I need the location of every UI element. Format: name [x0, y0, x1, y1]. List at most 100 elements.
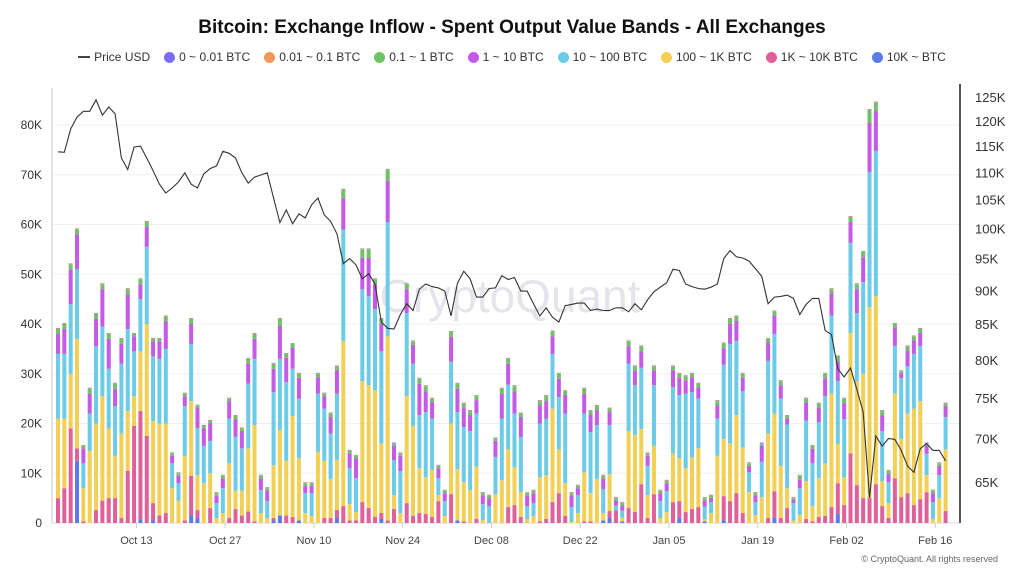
bar-stack: [658, 489, 663, 523]
bar-segment-100-1k-btc: [385, 336, 390, 521]
bar-segment-0-1-1-btc: [835, 356, 840, 362]
x-tick-label: Nov 10: [297, 535, 332, 547]
bar-segment-1k-10k-btc: [233, 509, 238, 523]
legend-item[interactable]: 100 ~ 1K BTC: [661, 50, 752, 64]
bar-segment-1-10-btc: [233, 419, 238, 437]
bar-segment-1k-10k-btc: [239, 515, 244, 523]
bar-stack: [75, 228, 80, 523]
bar-segment-0-01-0-1-btc: [487, 494, 492, 496]
y-left-tick-label: 30K: [21, 367, 42, 381]
bar-segment-0-1-1-btc: [94, 314, 99, 320]
bar-segment-0-01-0-1-btc: [499, 387, 504, 389]
bar-segment-100-1k-btc: [797, 515, 802, 523]
bar-stack: [144, 221, 149, 523]
legend-item[interactable]: 10K ~ BTC: [871, 50, 946, 64]
bar-segment-1k-10k-btc: [556, 493, 561, 523]
bar-segment-1-10-btc: [157, 341, 162, 359]
bar-stack: [284, 352, 289, 523]
bar-segment-0-1-1-btc: [766, 338, 771, 343]
bar-segment-10-100-btc: [493, 456, 498, 495]
bar-segment-0-01-0-1-btc: [518, 412, 523, 414]
bar-segment-10-100-btc: [620, 510, 625, 518]
bar-segment-100-1k-btc: [56, 418, 60, 499]
legend-item[interactable]: 1K ~ 10K BTC: [765, 50, 858, 64]
bar-segment-100-1k-btc: [848, 332, 853, 454]
bar-segment-1-10-btc: [379, 324, 384, 352]
bar-segment-1k-10k-btc: [842, 505, 847, 523]
bar-segment-0-1-1-btc: [582, 388, 587, 394]
bar-segment-10-100-btc: [144, 246, 149, 324]
bar-segment-0-01-0-1-btc: [271, 363, 276, 364]
legend-dot-marker: [557, 51, 569, 63]
bar-stack: [373, 278, 377, 523]
bar-segment-1k-10k-btc: [696, 507, 701, 523]
bar-segment-0-1-1-btc: [924, 443, 929, 446]
bar-segment-10-100-btc: [918, 345, 923, 402]
bar-segment-1k-10k-btc: [734, 493, 739, 523]
bar-segment-1-10-btc: [550, 336, 555, 354]
bar-segment-0-01-0-1-btc: [132, 333, 137, 334]
bar-segment-0-1-1-btc: [265, 488, 270, 491]
legend-item[interactable]: 0.1 ~ 1 BTC: [374, 50, 454, 64]
bar-segment-0-01-0-1-btc: [461, 402, 466, 404]
bar-segment-0-1-1-btc: [499, 388, 504, 394]
x-tick-label: Jan 19: [741, 535, 774, 547]
bar-segment-0-1-1-btc: [506, 358, 511, 364]
bar-segment-1-10-btc: [645, 455, 650, 466]
bar-stack: [506, 357, 511, 523]
bar-stack: [601, 474, 606, 523]
bar-segment-10-100-btc: [645, 465, 650, 496]
bar-segment-100-1k-btc: [430, 469, 435, 518]
bar-segment-10-100-btc: [246, 383, 251, 449]
bar-segment-0-1-1-btc: [75, 229, 80, 235]
bar-segment-0-1-1-btc: [848, 217, 853, 223]
bar-segment-0-1-1-btc: [867, 110, 872, 124]
bar-segment-1-10-btc: [816, 407, 821, 423]
bar-segment-10-100-btc: [430, 418, 435, 470]
bar-segment-1-10-btc: [766, 342, 771, 361]
bar-segment-100-1k-btc: [582, 472, 587, 522]
bar-segment-0-01-0-1-btc: [715, 400, 720, 402]
bar-segment-1k-10k-btc: [728, 501, 733, 523]
legend-item[interactable]: 10 ~ 100 BTC: [557, 50, 647, 64]
bar-segment-0-01-0-1-btc: [740, 373, 745, 374]
bar-segment-10-100-btc: [119, 363, 124, 434]
bar-segment-100-1k-btc: [252, 424, 257, 522]
bar-segment-1k-10k-btc: [81, 521, 86, 523]
bar-segment-1-10-btc: [220, 478, 225, 489]
bar-segment-1-10-btc: [918, 332, 923, 346]
bar-segment-0-1-1-btc: [195, 405, 200, 409]
bar-segment-0-1-1-btc: [398, 453, 403, 456]
bar-segment-0-1-1-btc: [385, 169, 390, 181]
bar-segment-0-1-1-btc: [436, 465, 441, 469]
legend-item[interactable]: Price USD: [78, 50, 150, 64]
bar-segment-10-100-btc: [804, 420, 809, 482]
bar-segment-0-1-1-btc: [785, 416, 790, 419]
bar-segment-1k-10k-btc: [138, 411, 143, 520]
bar-segment-1k-10k-btc: [823, 516, 828, 523]
legend-item[interactable]: 1 ~ 10 BTC: [467, 50, 544, 64]
bar-segment-0-01-0-1-btc: [449, 331, 454, 332]
bar-segment-0-01-0-1-btc: [531, 489, 536, 491]
bar-segment-0-01-0-1-btc: [119, 338, 124, 339]
bar-segment-1k-10k-btc: [163, 513, 168, 523]
bar-segment-0-01-0-1-btc: [632, 365, 637, 367]
bar-segment-0-01-0-1-btc: [417, 377, 422, 379]
bar-stack: [341, 188, 346, 523]
bar-segment-0-1-1-btc: [220, 475, 225, 479]
bar-segment-1-10-btc: [163, 321, 168, 349]
bar-stack: [468, 410, 473, 523]
bar-segment-1k-10k-btc: [404, 503, 409, 523]
bar-segment-100-1k-btc: [94, 423, 99, 511]
bar-segment-0-01-0-1-btc: [911, 335, 916, 337]
bar-segment-10-100-btc: [709, 502, 714, 514]
bar-segment-100-1k-btc: [664, 512, 669, 523]
bar-segment-0-1-1-btc: [315, 373, 320, 378]
bar-segment-0-1-1-btc: [911, 336, 916, 341]
bar-segment-10-100-btc: [449, 361, 454, 424]
bar-segment-100-1k-btc: [810, 506, 815, 522]
bar-segment-0-01-0-1-btc: [690, 373, 694, 374]
legend-item[interactable]: 0.01 ~ 0.1 BTC: [264, 50, 360, 64]
legend-item[interactable]: 0 ~ 0.01 BTC: [164, 50, 250, 64]
bar-segment-100-1k-btc: [785, 488, 790, 509]
